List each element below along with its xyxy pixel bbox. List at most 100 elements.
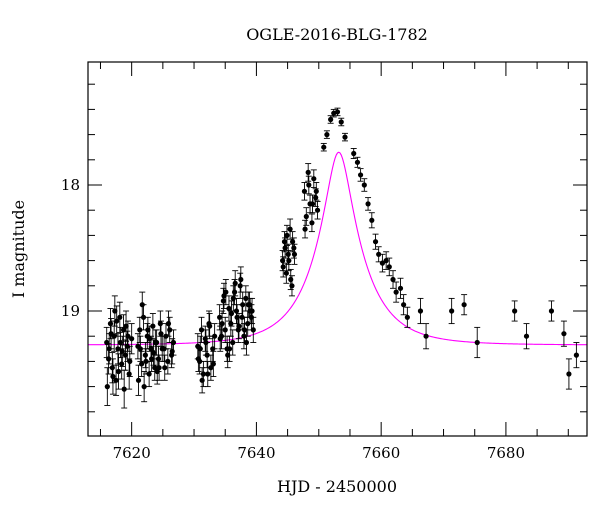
point-marker [142,352,148,358]
x-tick-label: 7680 [487,444,525,462]
point-marker [474,339,480,346]
data-point [124,320,131,352]
data-point [310,169,317,188]
point-marker [117,339,124,346]
data-point [204,360,211,388]
data-point [320,142,327,152]
data-point [334,107,341,117]
point-marker [152,365,158,371]
data-point [134,333,141,360]
data-point [217,325,224,352]
data-point [128,323,135,355]
point-marker [199,377,205,383]
data-point [461,294,468,316]
data-point [350,148,357,159]
point-marker [222,327,228,333]
point-marker [241,327,248,333]
point-marker [220,298,226,304]
point-marker [285,251,291,257]
data-point [368,212,375,229]
point-marker [145,327,151,333]
data-point [309,194,316,214]
point-marker [365,201,371,207]
data-point [232,270,239,297]
data-point [282,237,289,259]
data-point [157,320,164,347]
data-point [302,219,309,239]
data-point [210,350,217,377]
data-point [303,207,310,226]
point-marker [338,119,344,125]
model-layer [87,151,587,346]
point-marker [313,195,319,201]
data-point [548,300,555,322]
point-marker [212,333,218,339]
point-marker [376,251,382,257]
data-point [301,182,308,201]
data-point [161,354,168,381]
data-point [230,285,237,312]
data-point [169,338,176,365]
data-point [565,358,572,390]
data-point [375,246,382,263]
point-marker [139,302,145,308]
point-marker [113,377,119,383]
point-marker [169,348,175,354]
axis-ticks: 7620 7640 7660 7680 18 19 [61,62,587,462]
point-marker [250,327,256,333]
data-point [289,231,296,253]
point-marker [230,339,236,346]
point-marker [287,226,293,232]
point-marker [121,386,127,392]
data-point [341,132,348,142]
data-point [237,266,244,293]
data-point [228,300,235,327]
point-marker [284,232,290,238]
data-point [222,316,229,343]
data-point [383,251,390,270]
point-marker [386,264,392,270]
data-point [305,163,312,182]
point-marker [104,384,110,390]
data-point [234,304,241,331]
data-point [285,250,292,272]
point-marker [236,323,242,329]
data-point [199,367,206,394]
point-marker [249,308,255,314]
data-point [338,117,345,127]
point-marker [158,331,164,337]
data-point [136,316,143,343]
point-marker [165,358,171,364]
point-marker [230,295,236,301]
point-marker [309,220,315,226]
point-marker [228,310,235,317]
point-marker [523,333,530,339]
data-point [113,364,120,396]
data-point [156,354,163,381]
data-point [404,306,411,328]
data-point [397,277,404,299]
data-point [393,281,400,303]
data-point [417,297,424,325]
point-marker [548,308,555,314]
point-marker [150,349,157,356]
point-marker [354,159,361,165]
point-marker [205,371,211,377]
point-marker [110,373,116,380]
point-marker [162,365,168,371]
point-marker [143,358,149,364]
point-marker [127,358,133,364]
point-marker [324,132,330,138]
point-marker [112,308,118,314]
point-marker [309,201,316,207]
data-point [104,367,111,406]
data-point [139,291,146,318]
point-marker [203,339,209,346]
data-point [148,345,155,372]
point-marker [119,361,125,367]
point-marker [232,280,238,286]
data-point [287,268,294,291]
point-marker [390,276,396,283]
point-marker [198,327,205,333]
point-marker [228,321,234,327]
